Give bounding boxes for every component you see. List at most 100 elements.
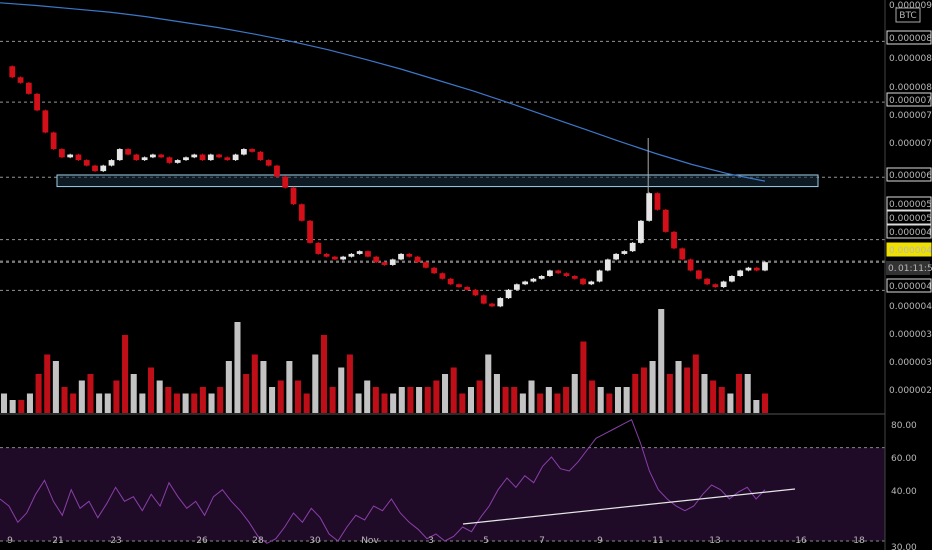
volume-bar xyxy=(632,374,639,413)
candle-body xyxy=(704,278,710,285)
volume-bar xyxy=(78,380,85,413)
candle-body xyxy=(83,160,90,166)
volume-bar xyxy=(390,393,397,413)
candle-body xyxy=(108,160,115,166)
volume-bar xyxy=(675,361,682,413)
candle-body xyxy=(480,295,487,304)
volume-bar xyxy=(208,393,215,413)
rsi-tick-label: 40.00 xyxy=(891,487,917,497)
candle-body xyxy=(472,289,479,296)
candle-body xyxy=(530,278,537,282)
date-tick-label: 9 xyxy=(597,536,603,546)
candle-body xyxy=(356,251,363,254)
candle-body xyxy=(158,154,165,158)
volume-bar xyxy=(346,354,353,413)
resistance-zone xyxy=(56,174,819,188)
volume-bar xyxy=(355,393,362,413)
candle-body xyxy=(166,157,173,163)
candle-body xyxy=(505,289,512,299)
volume-bar xyxy=(753,400,760,413)
candle-body xyxy=(497,298,504,307)
candle-body xyxy=(67,154,74,158)
volume-bar xyxy=(606,393,613,413)
candle-body xyxy=(265,160,272,166)
countdown-timer: 01:11:55 xyxy=(898,264,932,274)
date-tick-label: 3 xyxy=(428,536,434,546)
candle-body xyxy=(447,278,454,285)
candle-body xyxy=(257,151,264,161)
candle-body xyxy=(315,242,322,254)
candle-body xyxy=(489,303,495,307)
volume-bar xyxy=(61,387,68,413)
candle-body xyxy=(207,154,214,161)
volume-bar xyxy=(545,387,552,413)
candle-body xyxy=(406,253,413,257)
volume-bar xyxy=(424,387,431,413)
volume-bar xyxy=(563,387,570,413)
candle-body xyxy=(456,284,462,288)
volume-bar xyxy=(502,387,509,413)
volume-bar xyxy=(658,309,665,413)
last-price-label: 0.00000485 xyxy=(889,246,932,256)
volume-bar xyxy=(649,361,656,413)
candle-body xyxy=(25,82,32,94)
volume-bar xyxy=(511,387,518,413)
rsi-tick-label: 80.00 xyxy=(891,421,917,431)
rsi-tick-label: 60.00 xyxy=(891,454,917,464)
candle-body xyxy=(59,149,65,158)
volume-bar xyxy=(173,393,180,413)
candle-body xyxy=(50,132,57,150)
rsi-band xyxy=(0,447,885,541)
volume-bar xyxy=(199,387,206,413)
volume-bar xyxy=(217,387,224,413)
candle-body xyxy=(232,154,239,161)
volume-bar xyxy=(113,380,120,413)
volume-bar xyxy=(684,367,691,413)
candle-body xyxy=(596,270,603,282)
candle-body xyxy=(34,93,40,111)
volume-bar xyxy=(35,374,42,413)
price-tick-label: 0.00000850 xyxy=(889,54,932,64)
ma-line xyxy=(0,2,766,182)
volume-bar xyxy=(104,393,111,413)
candle-body xyxy=(9,66,16,78)
price-tick-label: 0.00000700 xyxy=(889,139,932,149)
candle-body xyxy=(414,256,421,263)
volume-bar xyxy=(338,367,345,413)
volume-bar xyxy=(640,367,647,413)
volume-bar xyxy=(44,354,51,413)
candle-body xyxy=(141,157,148,161)
candle-body xyxy=(75,154,82,161)
candle-body xyxy=(571,276,578,279)
candle-body xyxy=(116,149,123,161)
volume-bar xyxy=(147,367,155,413)
candle-body xyxy=(513,284,520,290)
rsi-line xyxy=(0,418,766,544)
candle-body xyxy=(695,270,702,279)
rsi-trendline xyxy=(462,488,796,525)
volume-bar xyxy=(52,361,59,413)
candle-body xyxy=(331,256,338,260)
price-tick-label: 0.00000800 xyxy=(889,83,932,93)
price-label: 0.00000885 xyxy=(889,34,932,44)
zone-rectangle xyxy=(56,174,819,188)
candle-body xyxy=(240,149,247,155)
date-tick-label: Nov xyxy=(361,536,379,546)
price-tick-label: 0.00000350 xyxy=(889,330,932,340)
candle-body xyxy=(125,149,131,155)
candle-body xyxy=(720,281,727,288)
price-label-badge xyxy=(886,278,932,293)
candle-body xyxy=(133,154,140,161)
date-tick-label: 5 xyxy=(483,536,489,546)
price-axis[interactable]: 0.00000950 0.00000850 0.00000800 0.00000750… xyxy=(886,1,932,396)
volume-bar xyxy=(519,393,526,413)
candle-body xyxy=(753,267,760,271)
price-label: 0.00000639 xyxy=(889,171,932,181)
volume-bar xyxy=(666,374,673,413)
volume-bar xyxy=(122,335,129,413)
date-axis[interactable]: 9 21 23 26 28 30 Nov 3 5 7 9 11 13 16 18 xyxy=(7,536,865,546)
volume-bar xyxy=(320,335,327,413)
volume-bar xyxy=(260,361,267,413)
price-label-badge xyxy=(886,210,932,225)
